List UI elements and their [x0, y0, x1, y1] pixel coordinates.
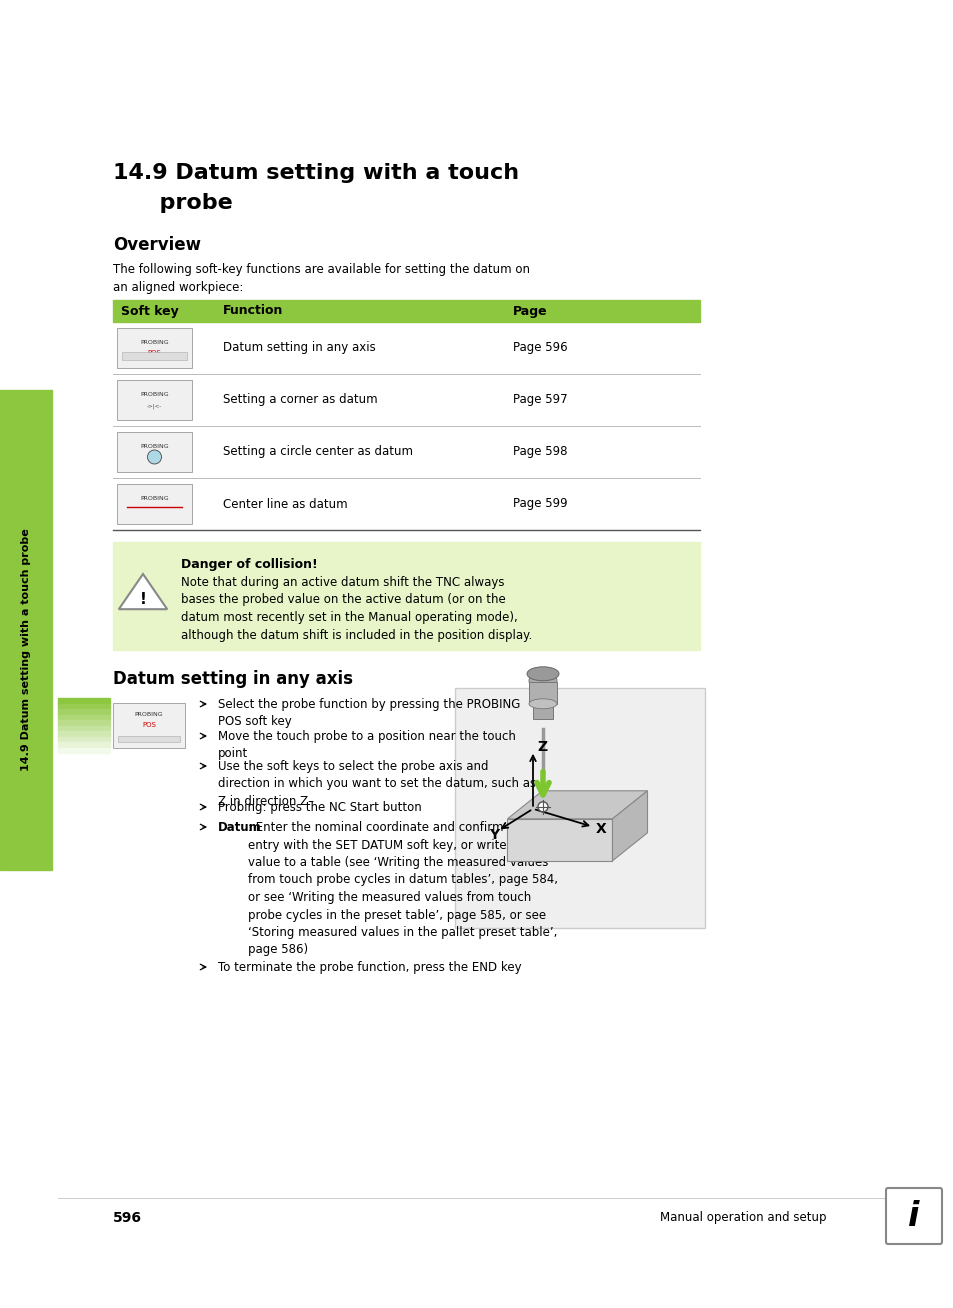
- Text: 596: 596: [112, 1211, 142, 1226]
- Text: Datum setting in any axis: Datum setting in any axis: [223, 341, 375, 354]
- Text: probe: probe: [112, 194, 233, 213]
- Text: The following soft-key functions are available for setting the datum on
an align: The following soft-key functions are ava…: [112, 263, 530, 294]
- Text: PROBING: PROBING: [140, 497, 169, 501]
- Polygon shape: [507, 791, 647, 819]
- Bar: [533, 674, 553, 719]
- Bar: [117, 484, 192, 525]
- Text: To terminate the probe function, press the END key: To terminate the probe function, press t…: [218, 961, 521, 974]
- Text: Move the touch probe to a position near the touch
point: Move the touch probe to a position near …: [218, 730, 516, 760]
- Ellipse shape: [529, 698, 557, 709]
- Text: POS: POS: [142, 722, 155, 729]
- Text: PROBING: PROBING: [140, 392, 169, 398]
- Circle shape: [537, 802, 547, 812]
- Text: 14.9 Datum setting with a touch: 14.9 Datum setting with a touch: [112, 164, 518, 183]
- Text: 14.9 Datum setting with a touch probe: 14.9 Datum setting with a touch probe: [21, 528, 30, 772]
- Text: Manual operation and setup: Manual operation and setup: [659, 1211, 825, 1224]
- Ellipse shape: [526, 667, 558, 680]
- Text: Page 597: Page 597: [513, 394, 567, 407]
- Bar: [117, 328, 192, 368]
- Polygon shape: [507, 819, 612, 861]
- Bar: [58, 726, 110, 731]
- Bar: [0, 390, 52, 870]
- Bar: [58, 742, 110, 747]
- Text: Overview: Overview: [112, 235, 201, 254]
- Bar: [112, 300, 700, 322]
- Text: : Enter the nominal coordinate and confirm your
entry with the SET DATUM soft ke: : Enter the nominal coordinate and confi…: [248, 821, 558, 956]
- Text: PROBING: PROBING: [140, 340, 169, 345]
- Text: Probing: press the NC Start button: Probing: press the NC Start button: [218, 800, 421, 814]
- Bar: [529, 681, 557, 704]
- Text: Y: Y: [489, 828, 498, 842]
- Text: Datum setting in any axis: Datum setting in any axis: [112, 670, 353, 688]
- Text: Setting a circle center as datum: Setting a circle center as datum: [223, 446, 413, 459]
- Text: PROBING: PROBING: [140, 445, 169, 450]
- Bar: [117, 432, 192, 472]
- Text: Datum: Datum: [218, 821, 261, 835]
- Text: i: i: [907, 1199, 919, 1232]
- Text: X: X: [596, 821, 606, 836]
- Text: ->|<-: ->|<-: [147, 403, 162, 408]
- Text: Center line as datum: Center line as datum: [223, 497, 347, 510]
- Polygon shape: [612, 791, 647, 861]
- Text: Use the soft keys to select the probe axis and
direction in which you want to se: Use the soft keys to select the probe ax…: [218, 760, 536, 808]
- Text: POS: POS: [148, 351, 161, 356]
- Bar: [58, 719, 110, 726]
- Text: Danger of collision!: Danger of collision!: [181, 559, 317, 572]
- Polygon shape: [119, 574, 167, 610]
- Bar: [112, 542, 700, 650]
- Bar: [58, 714, 110, 719]
- Bar: [112, 702, 185, 748]
- Text: PROBING: PROBING: [134, 713, 163, 718]
- Bar: [58, 731, 110, 736]
- Bar: [58, 698, 110, 704]
- Text: Note that during an active datum shift the TNC always
bases the probed value on : Note that during an active datum shift t…: [181, 576, 532, 641]
- Bar: [455, 688, 704, 927]
- Text: Function: Function: [223, 305, 283, 318]
- Text: Setting a corner as datum: Setting a corner as datum: [223, 394, 377, 407]
- Text: Soft key: Soft key: [121, 305, 178, 318]
- Bar: [117, 381, 192, 420]
- Bar: [118, 736, 180, 742]
- Text: Page 596: Page 596: [513, 341, 567, 354]
- Ellipse shape: [529, 672, 557, 689]
- Text: Z: Z: [537, 740, 547, 753]
- Bar: [58, 747, 110, 753]
- Text: Page: Page: [513, 305, 547, 318]
- Text: Page 599: Page 599: [513, 497, 567, 510]
- Text: Page 598: Page 598: [513, 446, 567, 459]
- Circle shape: [148, 450, 161, 464]
- Bar: [58, 704, 110, 709]
- Bar: [122, 352, 187, 360]
- FancyBboxPatch shape: [885, 1188, 941, 1244]
- Bar: [58, 709, 110, 714]
- Text: !: !: [139, 591, 146, 607]
- Text: Select the probe function by pressing the PROBING
POS soft key: Select the probe function by pressing th…: [218, 698, 519, 729]
- Bar: [58, 736, 110, 742]
